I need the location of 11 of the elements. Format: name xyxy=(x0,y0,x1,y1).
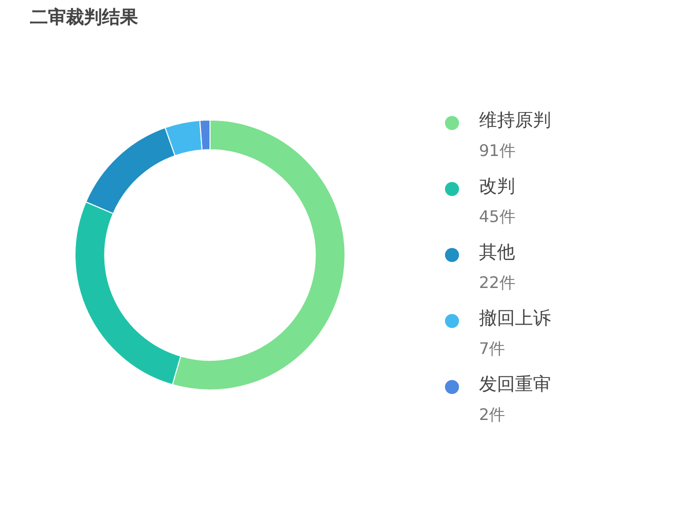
legend-label: 撤回上诉 xyxy=(479,307,551,330)
legend-label: 其他 xyxy=(479,241,515,264)
data-label: 91件 xyxy=(479,141,516,162)
legend-label: 改判 xyxy=(479,175,515,198)
data-label: 2件 xyxy=(479,405,506,426)
data-label: 7件 xyxy=(479,339,506,360)
data-label: 45件 xyxy=(479,207,516,228)
legend-label: 维持原判 xyxy=(479,109,551,132)
legend-label: 发回重审 xyxy=(479,373,551,396)
chart-title: 二审裁判结果 xyxy=(30,6,138,29)
data-label: 22件 xyxy=(479,273,516,294)
